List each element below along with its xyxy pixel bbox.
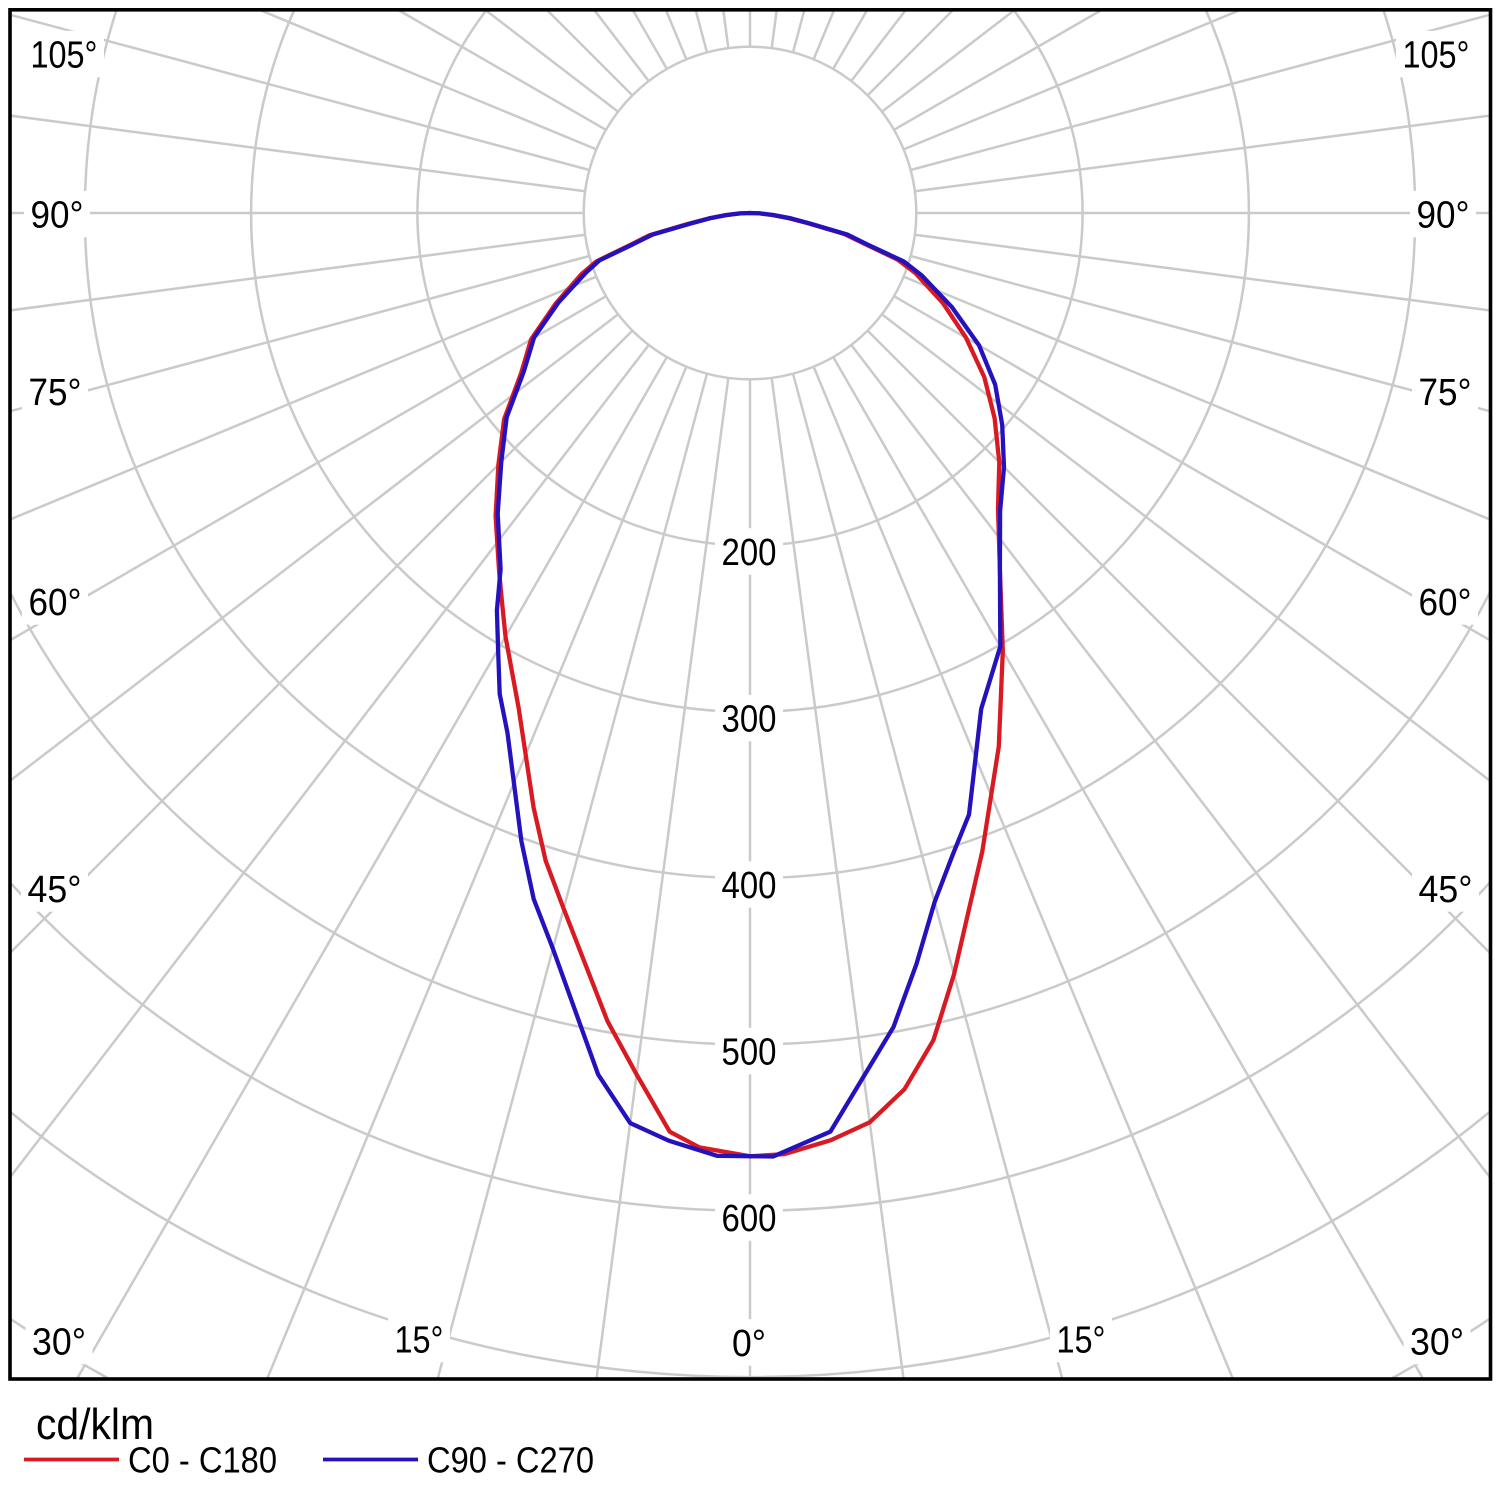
svg-text:75°: 75° — [1419, 372, 1472, 414]
svg-text:C90 - C270: C90 - C270 — [427, 1440, 594, 1481]
svg-text:400: 400 — [722, 865, 777, 907]
svg-text:30°: 30° — [1410, 1322, 1464, 1364]
svg-text:500: 500 — [722, 1032, 777, 1074]
svg-text:75°: 75° — [29, 372, 82, 414]
svg-text:C0 - C180: C0 - C180 — [128, 1440, 277, 1481]
svg-text:15°: 15° — [1057, 1320, 1106, 1362]
svg-text:0°: 0° — [732, 1323, 766, 1365]
svg-text:90°: 90° — [1417, 195, 1470, 237]
svg-text:300: 300 — [722, 699, 777, 741]
svg-text:105°: 105° — [1403, 35, 1470, 77]
svg-text:90°: 90° — [31, 195, 84, 237]
svg-text:45°: 45° — [1419, 869, 1473, 911]
svg-text:30°: 30° — [32, 1322, 86, 1364]
svg-text:600: 600 — [722, 1198, 777, 1240]
svg-text:60°: 60° — [1419, 582, 1472, 624]
svg-text:cd/klm: cd/klm — [36, 1400, 154, 1449]
svg-text:45°: 45° — [28, 869, 82, 911]
svg-text:60°: 60° — [29, 582, 82, 624]
svg-text:105°: 105° — [31, 35, 98, 77]
svg-text:15°: 15° — [395, 1320, 444, 1362]
svg-text:200: 200 — [722, 532, 777, 574]
